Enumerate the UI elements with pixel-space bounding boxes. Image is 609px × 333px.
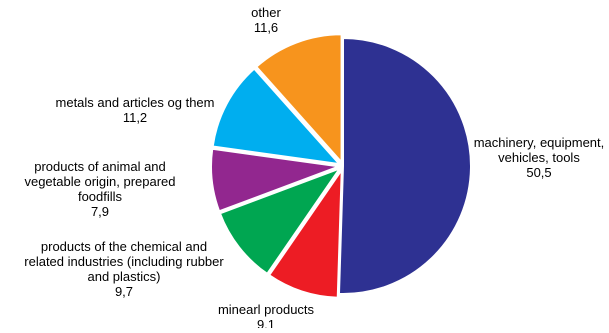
pie-slices <box>210 33 472 299</box>
pie-label-2: products of the chemical and related indu… <box>24 239 224 299</box>
pie-label-3: products of animal and vegetable origin, … <box>24 159 175 219</box>
pie-value-label-1: 9,1 <box>257 317 275 328</box>
pie-category-label-2-1: related industries (including rubber <box>24 254 224 269</box>
pie-value-label-3: 7,9 <box>91 204 109 219</box>
pie-category-label-0-0: machinery, equipment, <box>474 135 605 150</box>
pie-category-label-3-1: vegetable origin, prepared <box>24 174 175 189</box>
pie-category-label-3-0: products of animal and <box>34 159 166 174</box>
pie-value-label-2: 9,7 <box>115 284 133 299</box>
pie-slice-3 <box>210 147 340 213</box>
pie-value-label-5: 11,6 <box>254 20 278 35</box>
pie-slice-0 <box>337 36 472 295</box>
pie-slice-4 <box>211 67 343 166</box>
pie-label-0: machinery, equipment, vehicles, tools 50,5 <box>474 135 605 180</box>
pie-value-label-0: 50,5 <box>526 165 551 180</box>
pie-slice-2 <box>218 166 343 276</box>
pie-value-label-4: 11,2 <box>123 110 147 125</box>
pie-category-label-0-1: vehicles, tools <box>498 150 580 165</box>
pie-category-label-5-0: other <box>251 5 281 20</box>
pie-label-1: minearl products 9,1 <box>218 302 315 328</box>
pie-slice-5 <box>254 33 343 165</box>
pie-slice-1 <box>267 166 343 299</box>
pie-category-label-3-2: foodfills <box>78 189 123 204</box>
pie-labels: machinery, equipment, vehicles, tools 50,5… <box>24 5 605 332</box>
pie-category-label-1-0: minearl products <box>218 302 315 317</box>
pie-category-label-2-0: products of the chemical and <box>41 239 207 254</box>
pie-category-label-2-2: and plastics) <box>88 269 161 284</box>
pie-category-label-4-0: metals and articles og them <box>56 95 215 110</box>
pie-label-4: metals and articles og them 11,2 <box>56 95 215 125</box>
pie-label-5: other 11,6 <box>251 5 281 35</box>
